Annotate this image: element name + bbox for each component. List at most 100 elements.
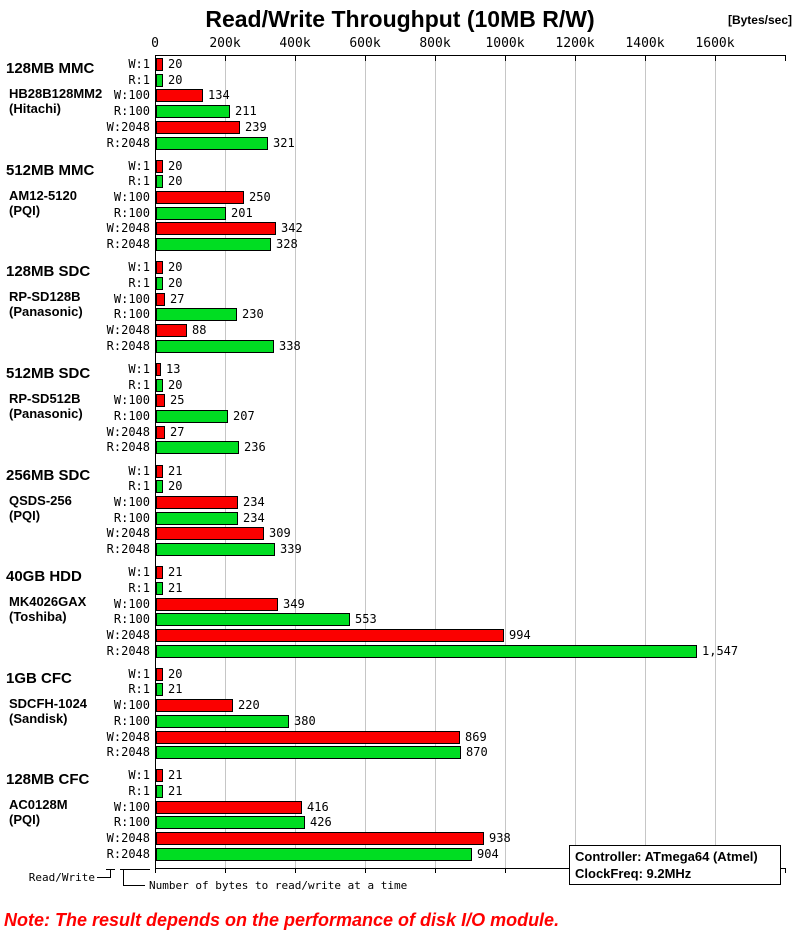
bar-value-label: 234 — [243, 511, 265, 525]
bar-value-label: 342 — [281, 221, 303, 235]
bar-row-label: R:1 — [128, 378, 150, 392]
axis-tick-label: 1000k — [485, 36, 525, 51]
bar-row-label: R:1 — [128, 73, 150, 87]
bar-value-label: 21 — [168, 581, 183, 595]
bar-value-label: 234 — [243, 495, 265, 509]
bar — [156, 512, 238, 525]
bar-value-label: 211 — [235, 104, 257, 118]
bar-row-label: R:2048 — [106, 237, 150, 251]
bar-value-label: 380 — [294, 714, 316, 728]
bar — [156, 668, 163, 681]
axis-tick — [435, 868, 436, 873]
bar-row-label: W:1 — [128, 768, 150, 782]
bar-row-label: W:2048 — [106, 425, 150, 439]
bar — [156, 410, 228, 423]
bar-value-label: 207 — [233, 409, 255, 423]
group-model: QSDS-256 — [9, 493, 72, 508]
group-name: 256MB SDC — [6, 467, 91, 484]
group-model: SDCFH-1024 — [9, 696, 88, 711]
bar — [156, 731, 460, 744]
bar-value-label: 21 — [168, 682, 183, 696]
axis-tick — [365, 55, 366, 61]
bar — [156, 261, 163, 274]
grid-line — [505, 55, 506, 868]
bar — [156, 629, 504, 642]
bar-value-label: 250 — [249, 190, 271, 204]
bar — [156, 715, 289, 728]
axis-tick — [225, 55, 226, 61]
group-name: 128MB SDC — [6, 263, 91, 280]
bar-value-label: 20 — [168, 174, 183, 188]
bar-row-label: W:2048 — [106, 628, 150, 642]
axis-tick — [715, 55, 716, 61]
bar-value-label: 20 — [168, 479, 183, 493]
top-axis-line — [155, 55, 785, 56]
bar-row-label: R:2048 — [106, 745, 150, 759]
underline-2048 — [120, 869, 150, 870]
bar — [156, 496, 238, 509]
bar-row-label: R:100 — [113, 612, 150, 626]
group-model: HB28B128MM2 — [9, 86, 103, 101]
bar-row-label: R:100 — [113, 714, 150, 728]
axis-tick-label: 0 — [151, 36, 159, 51]
bar — [156, 441, 239, 454]
bar-value-label: 230 — [242, 307, 264, 321]
bar-value-label: 426 — [310, 815, 332, 829]
group-name: 512MB MMC — [6, 162, 95, 179]
group-maker: (Panasonic) — [9, 304, 83, 319]
bar-value-label: 20 — [168, 159, 183, 173]
readwrite-connector-v — [110, 870, 111, 878]
axis-tick-label: 400k — [279, 36, 311, 51]
controller-line: Controller: ATmega64 (Atmel) — [575, 849, 758, 864]
group-maker: (PQI) — [9, 812, 41, 827]
grid-line — [295, 55, 296, 868]
bar-value-label: 870 — [466, 745, 488, 759]
group-model: MK4026GAX — [9, 594, 87, 609]
bar-row-label: W:100 — [113, 800, 150, 814]
group-name: 1GB CFC — [6, 670, 72, 687]
bar — [156, 613, 350, 626]
bar — [156, 137, 268, 150]
bar — [156, 58, 163, 71]
clockfreq-line: ClockFreq: 9.2MHz — [575, 866, 692, 881]
bar — [156, 848, 472, 861]
bar-value-label: 994 — [509, 628, 531, 642]
axis-tick — [575, 55, 576, 61]
axis-tick — [505, 55, 506, 61]
axis-tick — [785, 868, 786, 873]
axis-tick — [155, 868, 156, 873]
bar-row-label: W:1 — [128, 57, 150, 71]
controller-info-box: Controller: ATmega64 (Atmel) ClockFreq: … — [569, 845, 781, 885]
bar-row-label: W:2048 — [106, 831, 150, 845]
bytes-connector-h — [123, 885, 145, 886]
bar-row-label: R:100 — [113, 307, 150, 321]
bar-row-label: W:2048 — [106, 730, 150, 744]
y-axis-line — [155, 55, 156, 868]
bar-value-label: 134 — [208, 88, 230, 102]
bar-value-label: 349 — [283, 597, 305, 611]
bar-value-label: 239 — [245, 120, 267, 134]
axis-tick — [645, 55, 646, 61]
axis-unit-label: [Bytes/sec] — [727, 13, 792, 27]
bar — [156, 191, 244, 204]
bar — [156, 207, 226, 220]
bar — [156, 175, 163, 188]
axis-tick-label: 800k — [419, 36, 451, 51]
axis-tick-label: 600k — [349, 36, 381, 51]
bar-value-label: 20 — [168, 57, 183, 71]
bar-value-label: 20 — [168, 667, 183, 681]
axis-tick-label: 1600k — [695, 36, 735, 51]
bar-value-label: 88 — [192, 323, 207, 337]
bar-value-label: 21 — [168, 565, 183, 579]
bar — [156, 832, 484, 845]
axis-tick — [295, 55, 296, 61]
bar-value-label: 328 — [276, 237, 298, 251]
bar-row-label: R:2048 — [106, 542, 150, 556]
bar — [156, 566, 163, 579]
bar — [156, 699, 233, 712]
bar-row-label: R:1 — [128, 276, 150, 290]
bar-row-label: W:1 — [128, 667, 150, 681]
bar — [156, 785, 163, 798]
bar-row-label: W:2048 — [106, 120, 150, 134]
group-maker: (PQI) — [9, 508, 41, 523]
